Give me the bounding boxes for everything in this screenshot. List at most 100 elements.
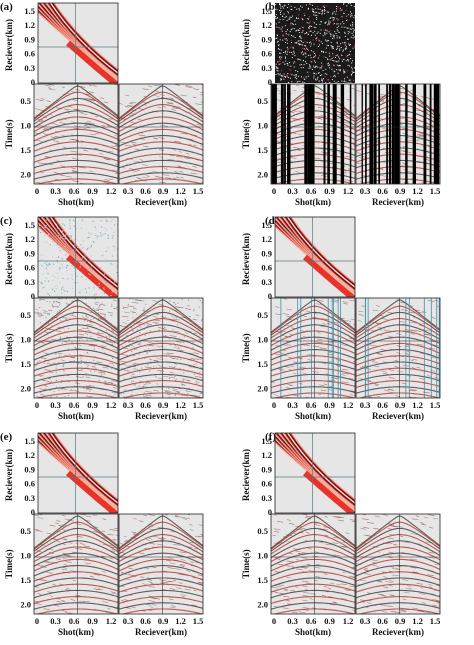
trace-wiggle (410, 329, 416, 332)
trace-wiggle (423, 382, 428, 384)
missing-trace (309, 84, 313, 184)
noise-dot (75, 381, 77, 383)
noise-dot (139, 326, 141, 328)
trace-wiggle (389, 534, 395, 536)
trace-wiggle (388, 537, 394, 540)
noise-dot (65, 267, 67, 269)
trace-wiggle (287, 560, 294, 563)
trace-wiggle (315, 303, 320, 305)
trace-wiggle (127, 594, 133, 596)
sample-dot (347, 38, 348, 40)
noise-dot (54, 358, 56, 360)
trace-wiggle (162, 106, 167, 108)
trace-wiggle (153, 319, 161, 322)
sample-dot (277, 45, 279, 47)
trace-wiggle (105, 611, 112, 614)
trace-wiggle (380, 537, 384, 540)
trace-wiggle (196, 556, 203, 559)
sample-dot (349, 50, 351, 52)
trace-wiggle (193, 130, 199, 132)
sample-dot (284, 76, 286, 78)
trace-wiggle (89, 170, 94, 173)
noise-dot (70, 389, 73, 391)
noise-dot (95, 234, 97, 236)
shot-tick-label: 1.2 (343, 186, 354, 196)
trace-wiggle (158, 303, 163, 306)
missing-trace (386, 84, 388, 184)
sample-dot (276, 18, 278, 20)
trace-wiggle (296, 104, 302, 107)
noise-dot (133, 368, 135, 370)
trace-wiggle (103, 543, 109, 546)
noise-dot (145, 317, 147, 319)
sample-dot (317, 57, 319, 59)
trace-wiggle (283, 298, 288, 300)
trace-wiggle (305, 531, 310, 534)
noise-dot (112, 330, 114, 332)
noise-dot (65, 234, 67, 236)
trace-wiggle (45, 156, 51, 158)
noise-dot (41, 258, 43, 260)
trace-wiggle (309, 598, 314, 600)
sample-dot (289, 69, 291, 71)
trace-wiggle (428, 551, 435, 554)
sample-dot (302, 30, 304, 32)
trace-wiggle (349, 337, 355, 340)
trace-wiggle (329, 603, 336, 606)
missing-trace (429, 84, 432, 184)
trace-wiggle (75, 139, 79, 142)
sample-dot (282, 61, 284, 63)
trace-wiggle (415, 109, 423, 112)
sample-dot (319, 8, 321, 10)
trace-wiggle (364, 569, 370, 572)
trace-wiggle (87, 98, 94, 100)
trace-wiggle (133, 363, 141, 365)
trace-wiggle (333, 536, 339, 539)
reflection-event (34, 336, 118, 351)
trace-wiggle (176, 341, 183, 343)
noise-dot (95, 237, 98, 239)
trace-wiggle (292, 394, 300, 397)
sample-dot (294, 6, 296, 8)
trace-wiggle (388, 580, 395, 582)
sample-dot (315, 27, 317, 29)
trace-wiggle (124, 105, 129, 108)
trace-wiggle (285, 565, 291, 567)
noise-dot (103, 287, 105, 289)
noise-dot (175, 317, 177, 318)
gather-frame (33, 513, 119, 615)
trace-wiggle (316, 517, 321, 519)
reflection-event (271, 540, 355, 558)
sample-dot (344, 42, 346, 44)
reflection-event (356, 355, 440, 366)
reflection-event (119, 299, 203, 333)
noise-dot (68, 339, 70, 341)
sample-dot (339, 7, 341, 9)
trace-wiggle (353, 566, 355, 568)
noise-dot (179, 374, 181, 376)
trace-wiggle (88, 84, 93, 87)
noise-dot (94, 364, 96, 366)
trace-wiggle (328, 596, 333, 598)
sample-dot (349, 53, 351, 55)
sample-dot (313, 56, 315, 58)
noise-dot (43, 286, 45, 288)
trace-wiggle (350, 318, 355, 321)
trace-wiggle (177, 387, 182, 390)
noise-dot (114, 357, 116, 358)
noise-dot (155, 392, 157, 394)
sample-dot (312, 10, 313, 12)
trace-wiggle (110, 591, 116, 593)
trace-wiggle (154, 84, 160, 87)
trace-wiggle (157, 537, 165, 540)
trace-wiggle (54, 604, 60, 607)
trace-wiggle (149, 528, 156, 531)
trace-wiggle (47, 84, 55, 86)
trace-wiggle (157, 106, 162, 109)
sample-dot (281, 78, 282, 80)
receiver-xtick-label: 1.5 (430, 186, 441, 196)
sample-dot (296, 8, 298, 10)
trace-wiggle (141, 339, 149, 342)
trace-wiggle (61, 86, 66, 89)
sample-dot (309, 25, 311, 27)
